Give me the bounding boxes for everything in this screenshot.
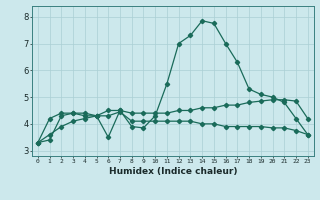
X-axis label: Humidex (Indice chaleur): Humidex (Indice chaleur) bbox=[108, 167, 237, 176]
